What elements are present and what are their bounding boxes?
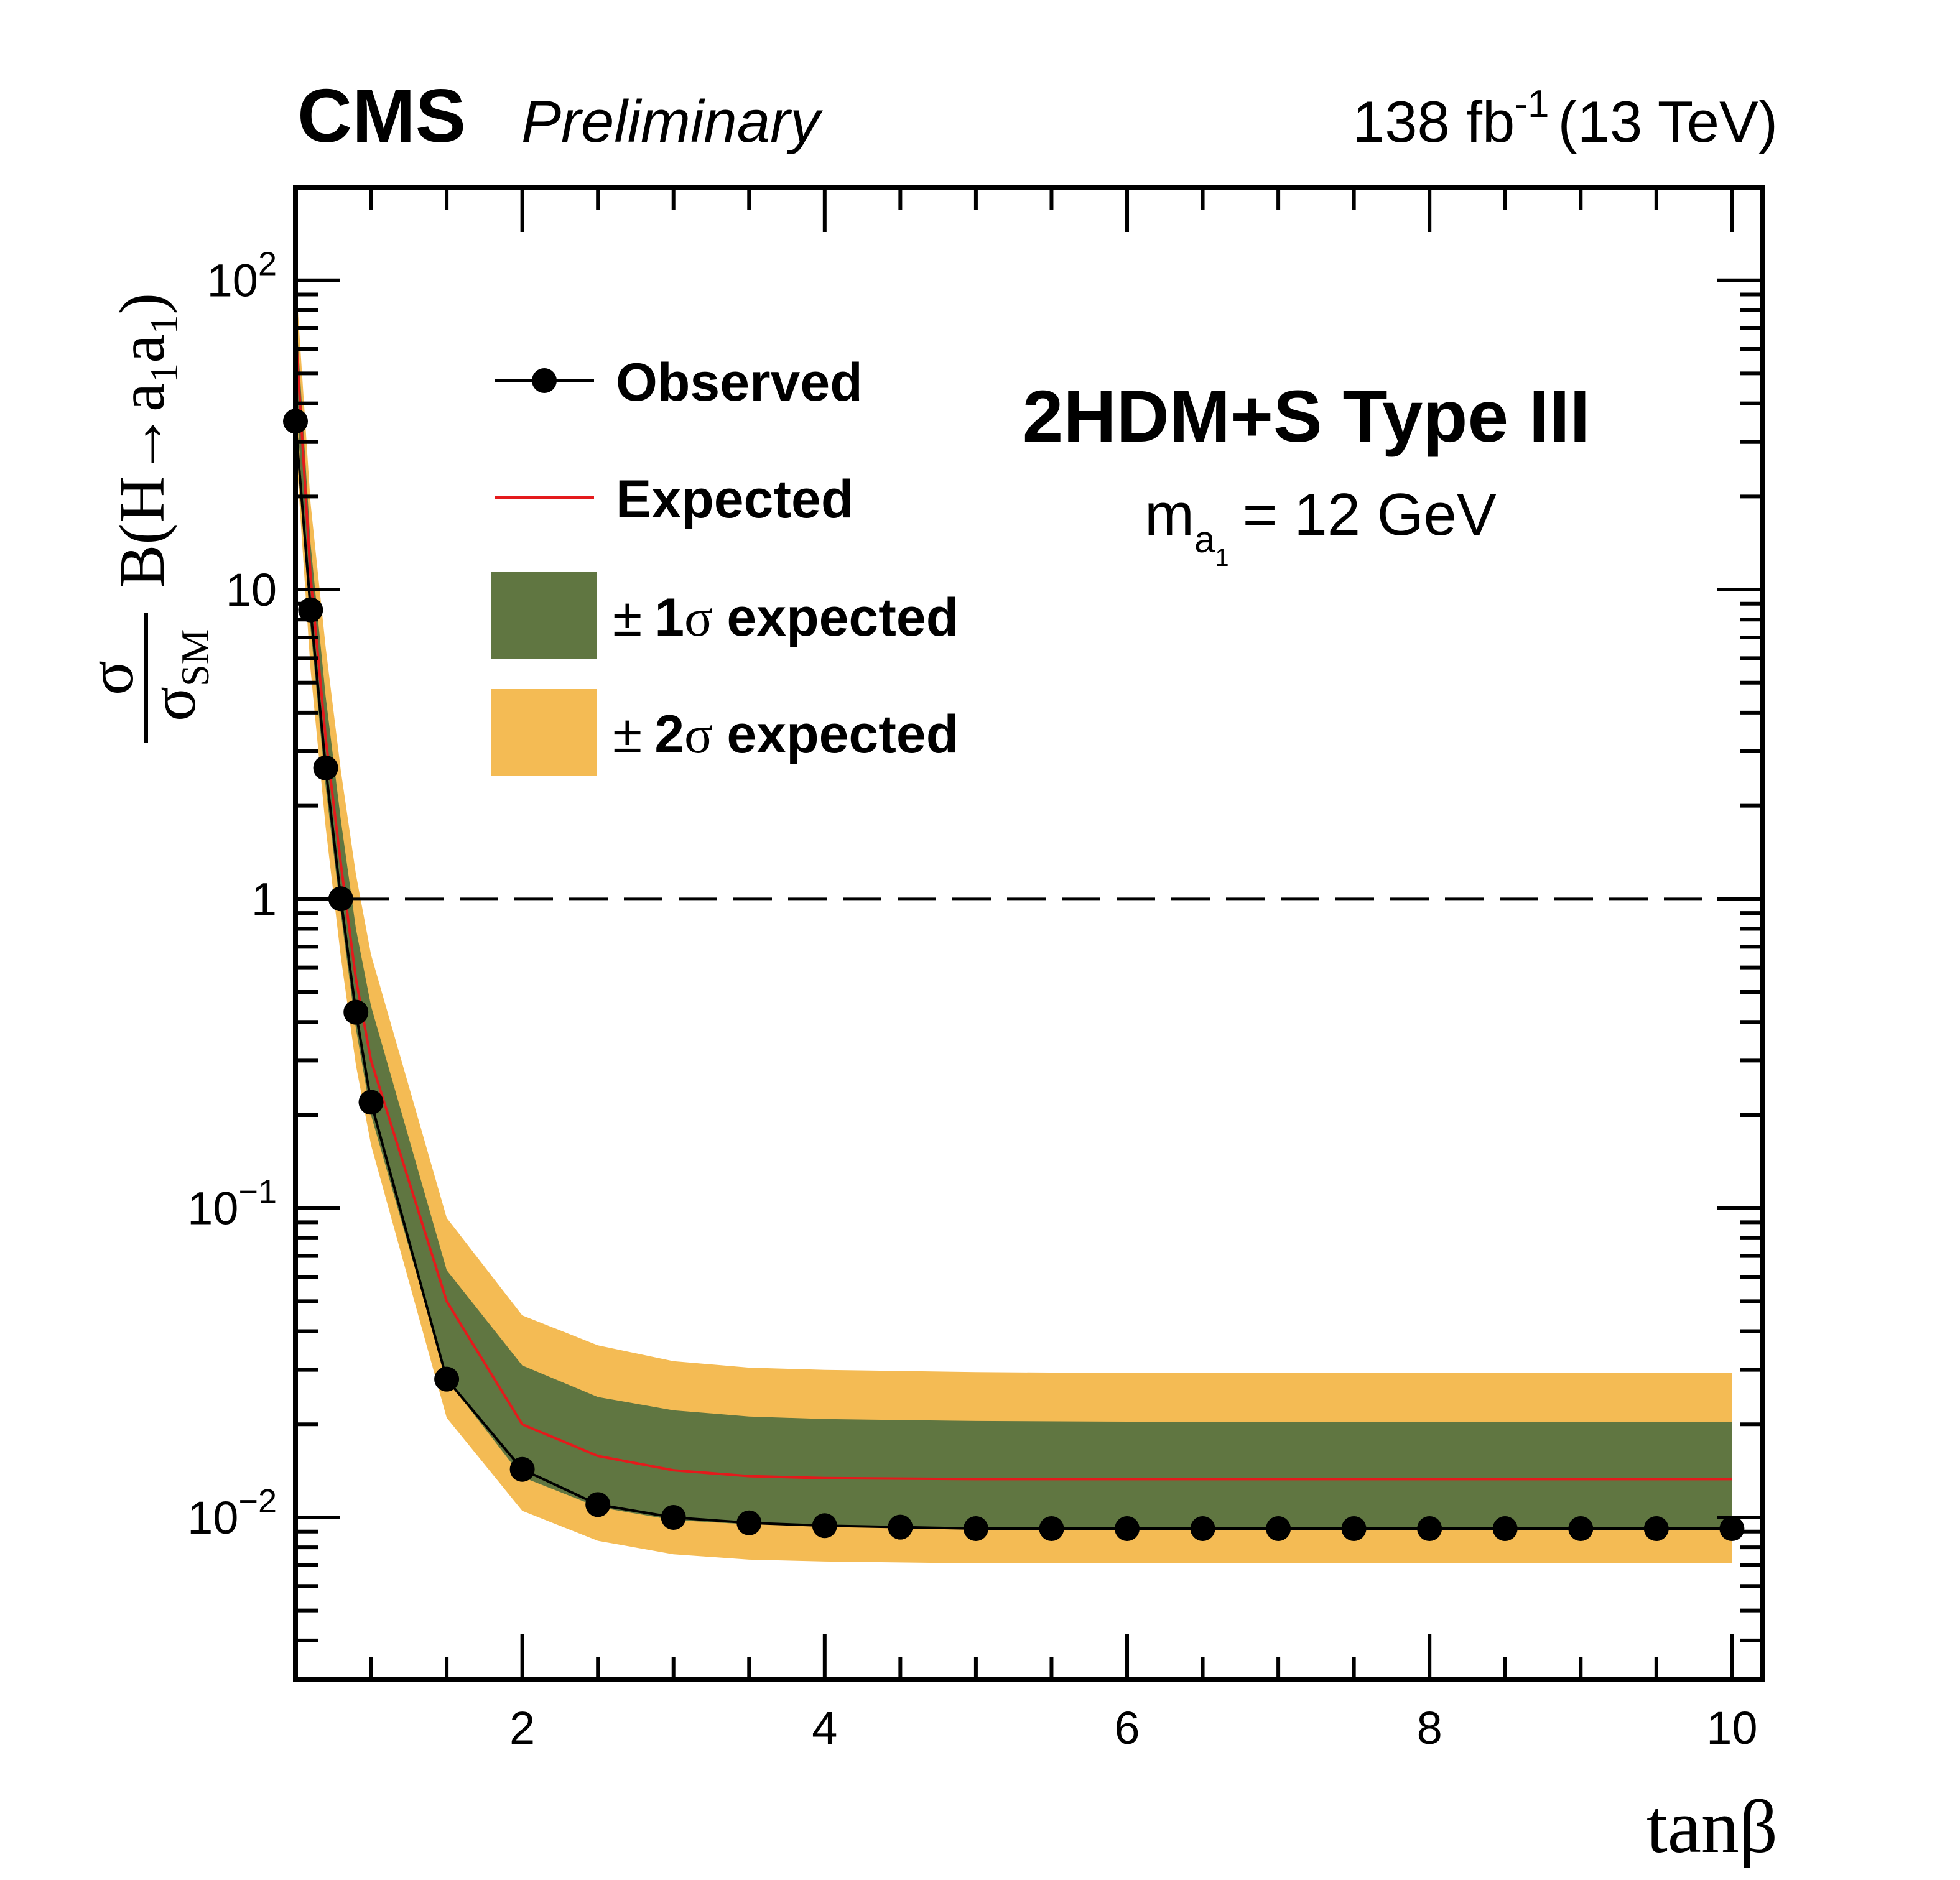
y-tick-base: 10 [187,1183,238,1234]
legend-expected: Expected [495,470,853,529]
y-tick-exponent: −2 [238,1483,277,1520]
legend-band1-sigma: σ [684,588,713,647]
legend-band2-text: expected [727,705,959,764]
y-axis-label: σ σSM B(H→a1a1) [75,293,217,743]
legend-band1: ±1σ expected [491,572,959,659]
y-tick-exponent: −1 [238,1174,277,1211]
legend-band2: ±2σ expected [491,689,959,776]
observed-point [963,1516,988,1541]
mass-sub: a [1194,519,1215,560]
y-label-den-sigma: σ [137,687,209,721]
x-tick-label: 2 [509,1702,535,1754]
observed-point [585,1492,611,1517]
observed-point [1719,1516,1745,1541]
lumi-exponent: -1 [1515,83,1549,126]
observed-point [1115,1516,1140,1541]
observed-point [358,1090,384,1115]
y-label-numerator: σ [75,660,147,695]
legend-band1-pm: ± [613,588,642,647]
x-tick-label: 10 [1706,1702,1757,1754]
observed-point [1643,1516,1669,1541]
legend-band2-n: 2 [654,705,684,764]
energy-label: (13 TeV) [1558,89,1778,154]
observed-point [1568,1516,1594,1541]
legend-band2-swatch [491,689,597,776]
observed-point [509,1456,535,1482]
lumi-label: 138 fb-1 (13 TeV) [1352,83,1778,154]
legend: Observed Expected ±1σ expected ±2σ expecte… [491,353,959,776]
y-label-den-sub: SM [173,629,217,687]
y-label-mid: a [106,335,178,363]
observed-point [1190,1516,1215,1541]
observed-point [1039,1516,1064,1541]
y-tick-label: 10−1 [187,1174,277,1234]
y-label-close: ) [106,293,178,315]
y-tick-label: 10 [226,564,277,616]
y-tick-base: 10 [207,255,258,307]
mass-label: ma1 = 12 GeV [1145,481,1497,572]
y-label-sub2: 1 [142,315,186,335]
y-tick-base: 10 [226,564,277,616]
mass-subsub: 1 [1215,544,1228,572]
x-tick-label: 6 [1114,1702,1140,1754]
observed-point [343,999,369,1025]
y-label-rest: B(H→a [106,383,178,588]
model-label: 2HDM+S Type III [1023,376,1591,458]
observed-point [434,1366,460,1392]
x-axis-label: tanβ [1646,1785,1778,1869]
observed-point [736,1510,762,1535]
observed-point [812,1513,837,1539]
observed-markers [283,409,1745,1541]
legend-observed: Observed [495,353,863,412]
y-label-sub1: 1 [142,363,186,383]
observed-point [328,886,353,912]
legend-observed-label: Observed [616,353,863,412]
x-tick-label: 8 [1417,1702,1442,1754]
legend-band2-sigma: σ [684,705,713,764]
legend-band2-label: ±2σ expected [613,705,959,764]
observed-point [888,1514,913,1540]
legend-band2-pm: ± [613,705,642,764]
legend-band1-text: expected [727,588,959,647]
plot-frame [293,185,1765,1682]
limit-lines [294,328,1762,1530]
uncertainty-bands [295,274,1732,1563]
mass-symbol: m [1145,481,1194,548]
y-label-br: B(H→a1a1) [106,293,186,588]
y-tick-label: 102 [207,246,277,307]
mass-value: = 12 GeV [1243,481,1497,548]
observed-line [294,421,1732,1530]
observed-point [661,1505,686,1530]
cms-label: CMS [297,73,466,158]
legend-band1-label: ±1σ expected [613,588,959,647]
lumi-value: 138 fb [1352,89,1515,154]
expected-line [294,328,1732,1481]
axes-frame [293,185,1765,1682]
y-tick-label: 1 [251,873,277,925]
x-tick-label: 4 [812,1702,837,1754]
legend-band1-n: 1 [654,588,684,647]
y-label-denominator: σSM [137,629,217,721]
y-tick-base: 1 [251,873,277,925]
observed-point [1266,1516,1291,1541]
legend-band1-swatch [491,572,597,659]
y-tick-base: 10 [187,1492,238,1544]
observed-point [1492,1516,1518,1541]
y-tick-label: 10−2 [187,1483,277,1544]
legend-expected-label: Expected [616,470,853,529]
y-tick-exponent: 2 [258,246,277,283]
observed-point [313,755,338,780]
legend-observed-marker [532,368,557,393]
observed-point [1341,1516,1367,1541]
observed-point [1417,1516,1442,1541]
preliminary-label: Preliminary [521,88,823,155]
